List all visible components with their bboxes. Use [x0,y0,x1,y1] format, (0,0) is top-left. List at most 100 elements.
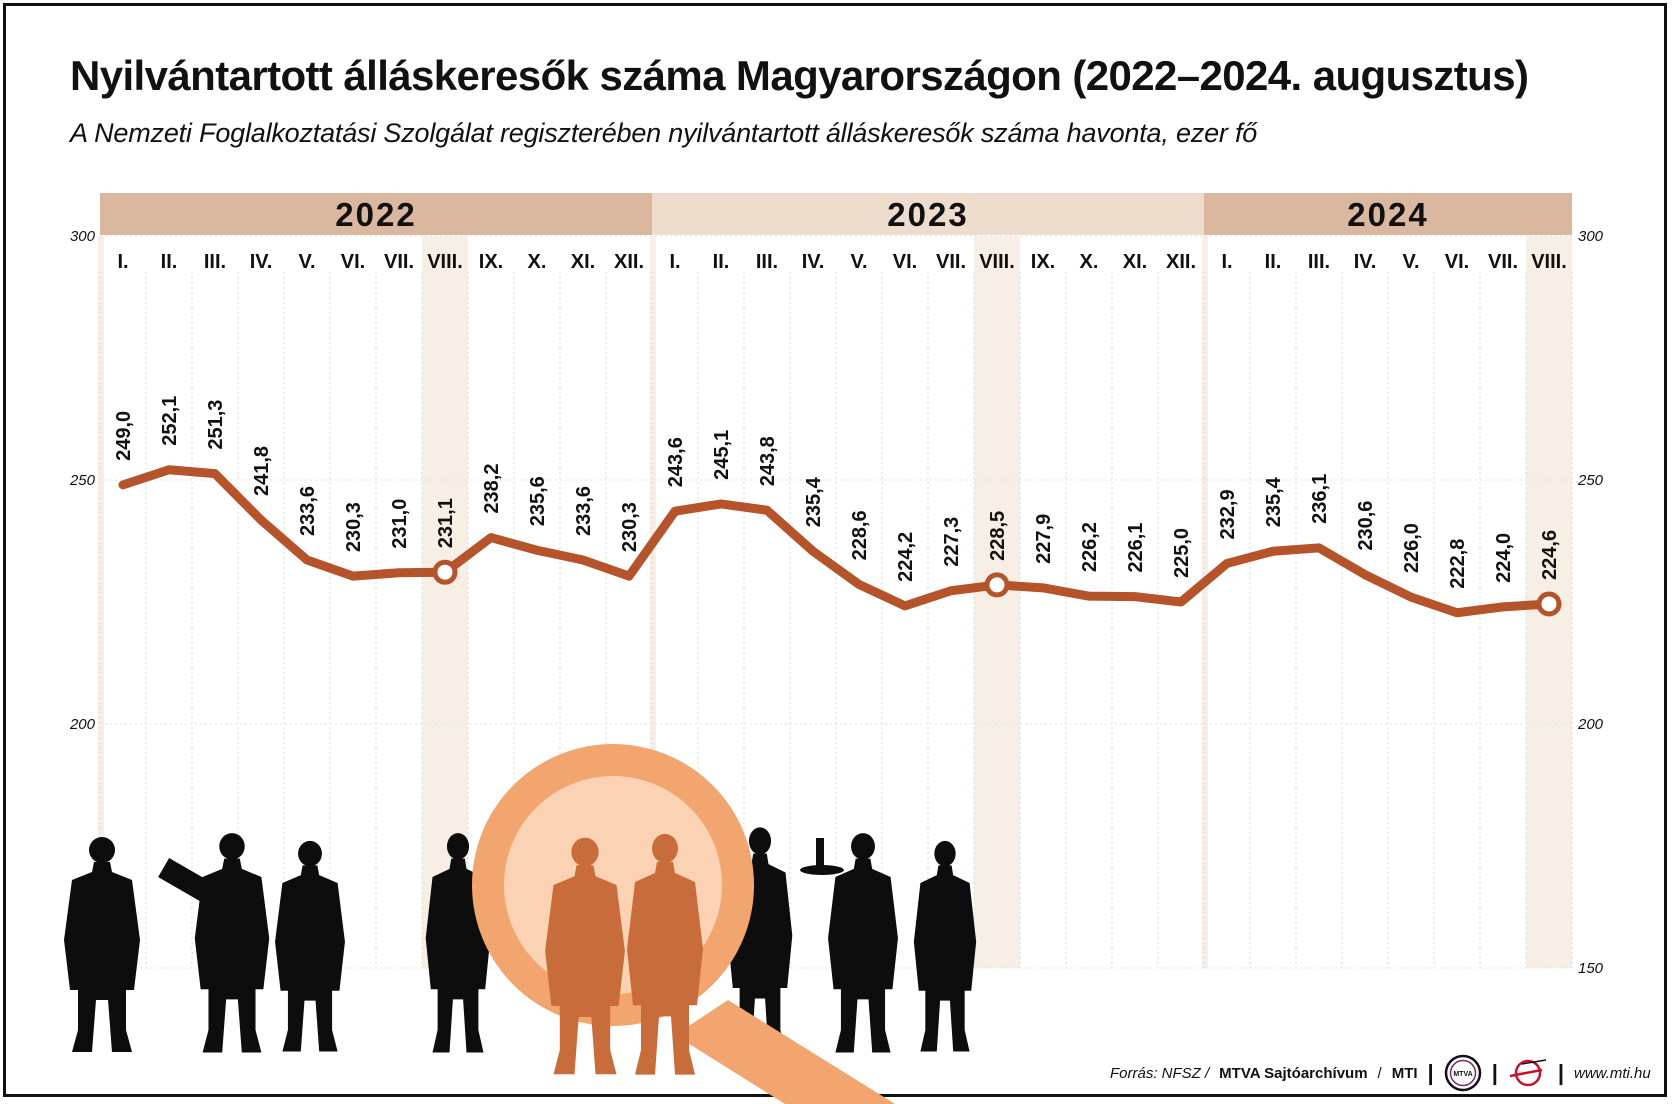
chart-subtitle: A Nemzeti Foglalkoztatási Szolgálat regi… [70,118,1258,148]
mtva-logo-text: MTVA [1453,1071,1472,1078]
month-label: XII. [614,251,644,273]
month-label: VII. [936,251,966,273]
series-line [118,465,1554,618]
archive-name: MTVA Sajtóarchívum [1219,1064,1368,1082]
month-label: III. [1308,251,1330,273]
month-label: VIII. [1531,251,1567,273]
year-divider-1 [650,236,656,968]
month-label: IX. [1031,251,1055,273]
month-label: II. [713,251,730,273]
month-label: IX. [479,251,503,273]
value-label: 235,4 [803,476,825,527]
mti-logo-icon [1508,1056,1548,1090]
month-label: XI. [571,251,595,273]
month-label: VI. [1445,251,1469,273]
value-label: 252,1 [159,396,181,446]
month-label: VIII. [427,251,463,273]
value-label: 235,4 [1263,476,1285,527]
month-label: VI. [341,251,365,273]
value-label: 235,6 [527,476,549,526]
value-label: 224,2 [895,532,917,582]
series-line-group [118,465,1562,618]
month-label: I. [1221,251,1232,273]
month-label: VI. [893,251,917,273]
month-label: IV. [802,251,825,273]
value-labels: 249,0 252,1 251,3 241,8 233,6 230,3 231,0 231,1… [113,396,1561,589]
agency-name: MTI [1391,1064,1418,1082]
month-label: I. [669,251,680,273]
value-label: 233,6 [573,486,595,536]
value-label: 222,8 [1447,539,1469,589]
highlight-marker-1 [984,572,1010,598]
month-label: III. [204,251,226,273]
value-label: 238,2 [481,464,503,514]
value-label: 226,2 [1079,522,1101,572]
value-label: 226,0 [1401,523,1423,573]
value-label: 228,5 [987,511,1009,561]
y-tick-label-left: 200 [69,716,96,733]
month-label: VII. [384,251,414,273]
y-axis-ticks: 300300250250200200150150 [69,228,1604,977]
value-label: 226,1 [1125,523,1147,573]
value-label: 243,6 [665,437,687,487]
month-label: X. [1080,251,1099,273]
year-band-2023 [652,193,1204,235]
value-label: 231,0 [389,499,411,549]
value-label: 227,9 [1033,514,1055,564]
year-label-2022: 2022 [335,196,416,233]
value-label: 236,1 [1309,474,1331,524]
value-label: 230,3 [619,502,641,552]
source-label: Forrás: NFSZ / [1110,1064,1210,1082]
y-tick-label-right: 200 [1577,716,1604,733]
value-label: 230,6 [1355,501,1377,551]
value-label: 228,6 [849,510,871,560]
y-tick-label-left: 300 [70,228,96,245]
value-label: 231,1 [435,498,457,548]
y-tick-label-left: 250 [69,472,96,489]
footer: Forrás: NFSZ / MTVA Sajtóarchívum / MTI … [1110,1054,1651,1092]
footer-separator: | [1427,1060,1434,1085]
year-divider-2 [1202,236,1208,968]
y-tick-label-right: 150 [1578,960,1604,977]
value-label: 227,3 [941,517,963,567]
month-label: IV. [250,251,273,273]
month-labels: I. II. III. IV. V. VI. VII. VIII. IX. X. XI. XII. I.… [117,251,1566,273]
year-header: 2022 2023 2024 [100,193,1572,235]
people-silhouettes-icon [64,827,977,1054]
year-label-2024: 2024 [1347,196,1428,233]
month-label: II. [1265,251,1282,273]
month-label: VIII. [979,251,1015,273]
highlight-marker-2 [1536,591,1562,617]
august-band-1 [974,236,1020,968]
footer-url: www.mti.hu [1574,1064,1651,1082]
month-label: I. [117,251,128,273]
value-label: 249,0 [113,411,135,461]
year-band-2024 [1204,193,1572,235]
value-label: 224,0 [1493,533,1515,583]
footer-separator-3: | [1557,1060,1564,1085]
month-label: V. [298,251,315,273]
value-label: 225,0 [1171,528,1193,578]
value-label: 251,3 [205,400,227,450]
value-label: 241,8 [251,446,273,496]
year-band-2022 [100,193,652,235]
month-label: VII. [1488,251,1518,273]
value-label: 224,6 [1539,530,1561,580]
month-label: XII. [1166,251,1196,273]
value-label: 243,8 [757,436,779,486]
magnifying-glass-icon [472,744,895,1104]
month-label: X. [528,251,547,273]
year-label-2023: 2023 [887,196,968,233]
month-label: III. [756,251,778,273]
value-label: 245,1 [711,430,733,480]
value-label: 233,6 [297,486,319,536]
y-tick-label-right: 300 [1578,228,1604,245]
value-label: 232,9 [1217,489,1239,539]
month-label: II. [161,251,178,273]
month-label: V. [850,251,867,273]
month-label: V. [1402,251,1419,273]
footer-slash: / [1377,1064,1382,1082]
month-label: XI. [1123,251,1147,273]
mtva-logo-icon: MTVA [1444,1054,1482,1092]
